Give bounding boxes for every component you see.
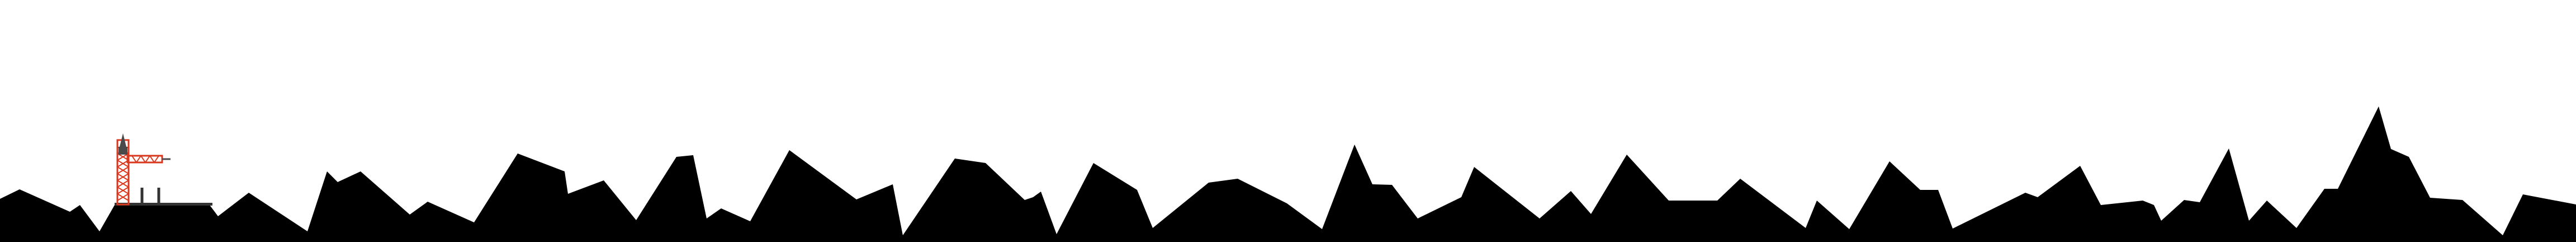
crane-apex (120, 133, 126, 147)
crane-jib-lattice (131, 155, 159, 164)
crane-mast-lattice (116, 146, 130, 201)
platform-top (115, 203, 212, 206)
tower-crane (116, 133, 171, 206)
crane-cab (119, 147, 127, 155)
ground-strip (0, 238, 2576, 242)
terrain-silhouette (0, 106, 2576, 242)
flat-platform (115, 188, 212, 206)
